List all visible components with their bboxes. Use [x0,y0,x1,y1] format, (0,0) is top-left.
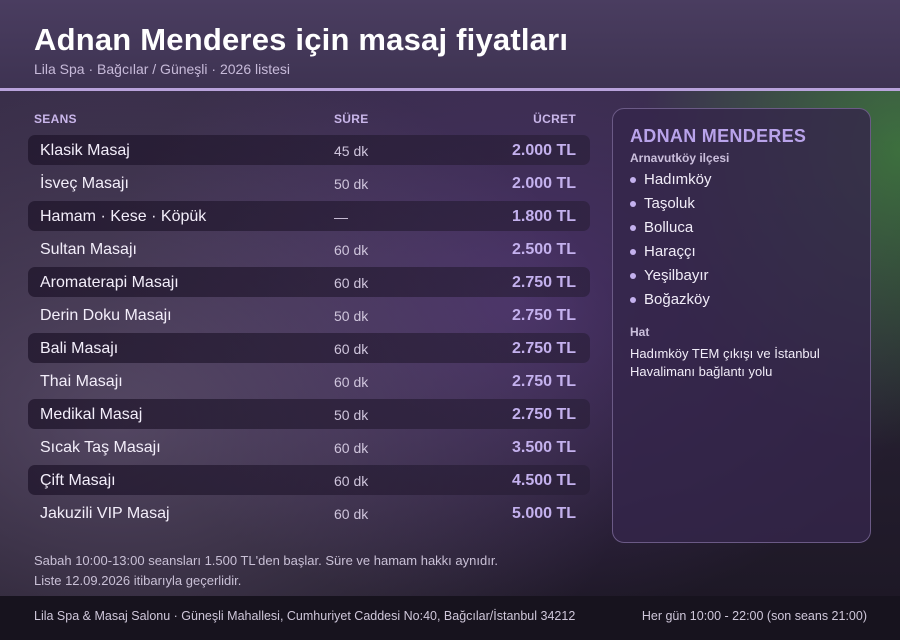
service-duration: 60 dk [334,341,369,357]
service-duration: 60 dk [334,473,369,489]
note-line: Liste 12.09.2026 itibarıyla geçerlidir. [34,573,242,588]
service-name: Hamam · Kese · Köpük [40,208,207,225]
bullet-dot-icon [630,249,636,255]
page-footer: Lila Spa & Masaj Salonu · Güneşli Mahall… [0,596,900,640]
neighborhood-name: Taşoluk [644,195,695,212]
table-row: Bali Masajı 60 dk 2.750 TL [28,333,590,363]
table-row: Sultan Masajı 60 dk 2.500 TL [28,234,590,264]
column-header-sure: SÜRE [334,112,369,126]
neighborhood-name: Bolluca [644,219,694,236]
neighborhood-item: Taşoluk [630,194,712,218]
neighborhood-item: Bolluca [630,218,712,242]
table-row: Medikal Masaj 50 dk 2.750 TL [28,399,590,429]
service-name: Bali Masajı [40,340,119,357]
neighborhood-name: Haraççı [644,243,696,260]
service-price: 4.500 TL [511,472,576,489]
service-name: Medikal Masaj [40,406,143,423]
service-duration: 50 dk [334,407,369,423]
service-duration: 60 dk [334,374,369,390]
table-row: Derin Doku Masajı 50 dk 2.750 TL [28,300,590,330]
footer-hours: Her gün 10:00 - 22:00 (son seans 21:00) [641,609,867,623]
service-name: İsveç Masajı [40,175,129,192]
service-duration: 45 dk [334,143,369,159]
service-name: Thai Masajı [40,373,123,390]
service-name: Jakuzili VIP Masaj [40,505,170,522]
table-body: Klasik Masaj 45 dk 2.000 TL İsveç Masajı 50 … [28,135,590,528]
bullet-dot-icon [630,297,636,303]
neighborhood-item: Hadımköy [630,170,712,194]
price-notes: Sabah 10:00-13:00 seansları 1.500 TL'den… [34,551,498,591]
service-price: 2.750 TL [511,274,576,291]
neighborhood-item: Yeşilbayır [630,266,712,290]
table-row: Thai Masajı 60 dk 2.750 TL [28,366,590,396]
service-price: 1.800 TL [511,208,576,225]
note-line: Sabah 10:00-13:00 seansları 1.500 TL'den… [34,553,499,568]
table-row: Hamam · Kese · Köpük — 1.800 TL [28,201,590,231]
page-subtitle: Lila Spa · Bağcılar / Güneşli · 2026 lis… [34,61,291,77]
service-name: Aromaterapi Masajı [40,274,179,291]
service-name: Sıcak Taş Masajı [40,439,161,456]
column-header-ucret: ÜCRET [533,112,576,126]
location-panel: ADNAN MENDERES Arnavutköy ilçesi Hadımkö… [612,108,871,543]
page-title: Adnan Menderes için masaj fiyatları [34,22,569,57]
neighborhood-list: Hadımköy Taşoluk Bolluca Haraççı Yeşilbayır B… [630,170,712,314]
service-price: 2.750 TL [511,373,576,390]
service-price: 2.750 TL [511,340,576,357]
service-name: Çift Masajı [40,472,116,489]
service-duration: 60 dk [334,506,369,522]
service-price: 2.000 TL [511,142,576,159]
service-name: Sultan Masajı [40,241,137,258]
service-duration: 50 dk [334,176,369,192]
price-table: SEANS SÜRE ÜCRET Klasik Masaj 45 dk 2.000 … [28,108,590,528]
panel-district: Arnavutköy ilçesi [630,151,730,165]
footer-address: Lila Spa & Masaj Salonu · Güneşli Mahall… [34,609,576,623]
service-duration: 50 dk [334,308,369,324]
column-header-seans: SEANS [34,112,77,126]
bullet-dot-icon [630,177,636,183]
service-price: 2.500 TL [511,241,576,258]
route-text: Hadımköy TEM çıkışı ve İstanbul Havalima… [630,346,820,379]
table-header: SEANS SÜRE ÜCRET [28,108,590,132]
bullet-dot-icon [630,273,636,279]
service-duration: 60 dk [334,242,369,258]
service-price: 2.000 TL [511,175,576,192]
bullet-dot-icon [630,201,636,207]
service-price: 2.750 TL [511,307,576,324]
service-name: Derin Doku Masajı [40,307,172,324]
table-row: Klasik Masaj 45 dk 2.000 TL [28,135,590,165]
service-price: 3.500 TL [511,439,576,456]
service-duration: 60 dk [334,275,369,291]
neighborhood-item: Boğazköy [630,290,712,314]
neighborhood-item: Haraççı [630,242,712,266]
neighborhood-name: Yeşilbayır [644,267,709,284]
service-duration: — [334,209,348,225]
neighborhood-name: Boğazköy [644,291,710,308]
table-row: Aromaterapi Masajı 60 dk 2.750 TL [28,267,590,297]
bullet-dot-icon [630,225,636,231]
table-row: Sıcak Taş Masajı 60 dk 3.500 TL [28,432,590,462]
table-row: Çift Masajı 60 dk 4.500 TL [28,465,590,495]
panel-title: ADNAN MENDERES [630,126,807,146]
neighborhood-name: Hadımköy [644,171,712,188]
service-price: 2.750 TL [511,406,576,423]
route-label: Hat [630,325,650,339]
service-name: Klasik Masaj [40,142,130,159]
service-duration: 60 dk [334,440,369,456]
service-price: 5.000 TL [511,505,576,522]
table-row: İsveç Masajı 50 dk 2.000 TL [28,168,590,198]
table-row: Jakuzili VIP Masaj 60 dk 5.000 TL [28,498,590,528]
page-header: Adnan Menderes için masaj fiyatları Lila… [0,0,900,91]
